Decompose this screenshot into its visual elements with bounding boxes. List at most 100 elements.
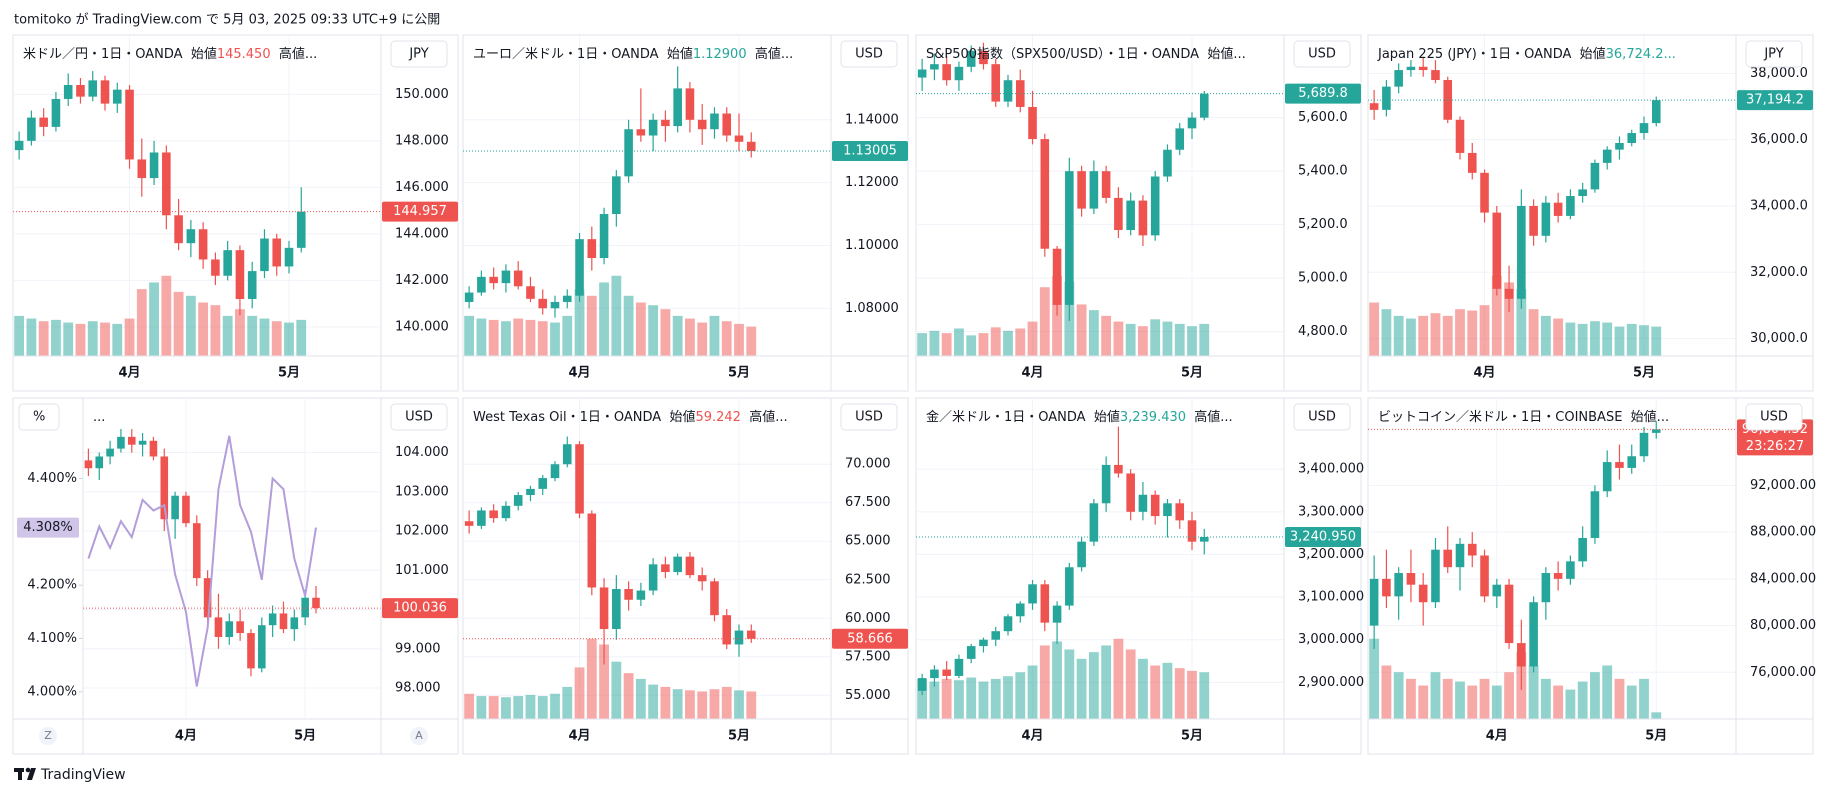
candle-body	[1627, 133, 1637, 143]
candle-body	[1126, 200, 1135, 231]
volume-bar	[296, 319, 307, 356]
volume-bar	[1504, 282, 1514, 356]
candle-body	[162, 152, 171, 216]
y-tick-label: 5,200.0	[1298, 217, 1348, 232]
y-tick-label: 4,800.0	[1298, 324, 1348, 339]
volume-bar	[1101, 645, 1112, 719]
candle-body	[1187, 117, 1197, 129]
candle-body	[149, 440, 158, 457]
chart-title: ユーロ／米ドル・1日・OANDA 始値1.12900 高値...	[473, 46, 793, 62]
y-tick-label: 55.000	[845, 688, 891, 703]
volume-bar	[954, 680, 964, 719]
candle-body	[930, 64, 939, 70]
candle-body	[1406, 573, 1416, 585]
x-tick-label: 4月	[1022, 729, 1044, 744]
volume-bar	[721, 686, 732, 719]
candle-body	[1077, 541, 1086, 568]
volume-bar	[1540, 315, 1551, 356]
candle-body	[223, 250, 232, 276]
volume-bar	[550, 322, 560, 356]
x-tick-label: 5月	[728, 729, 750, 744]
candle-body	[1590, 162, 1600, 190]
volume-bar	[1064, 649, 1075, 719]
candle-body	[648, 119, 658, 136]
y2-tick-label: 4.000%	[27, 684, 77, 699]
candle-body	[917, 69, 927, 78]
candle-body	[1615, 142, 1624, 150]
scale-button[interactable]	[39, 727, 57, 745]
candle-body	[127, 436, 136, 445]
volume-bar	[966, 677, 977, 719]
volume-bar	[941, 333, 952, 356]
volume-bar	[660, 686, 671, 719]
candle-body	[1126, 473, 1135, 512]
volume-bar	[161, 275, 172, 356]
line-last-label: 4.308%	[23, 520, 73, 535]
currency: JPY	[1763, 47, 1783, 62]
y-tick-label: 150.000	[395, 87, 449, 102]
candle-body	[258, 625, 266, 669]
candle-body	[624, 129, 633, 177]
candle-body	[1394, 70, 1403, 87]
candle-body	[182, 495, 190, 524]
unit-box	[18, 403, 60, 431]
scale-button[interactable]	[410, 727, 428, 745]
open-value: 3,239.430	[1120, 410, 1186, 425]
volume-bar	[100, 322, 110, 356]
currency: JPY	[408, 47, 428, 62]
candle-body	[1089, 171, 1099, 209]
y-tick-label: 3,200.000	[1298, 547, 1364, 562]
open-value: 59.242	[695, 410, 741, 425]
volume-bar	[222, 315, 233, 356]
candle-body	[979, 639, 988, 647]
tv-logo	[14, 767, 36, 780]
candle-body	[954, 66, 964, 81]
last-price-label: 1.13005	[843, 144, 897, 159]
chart-title: ビットコイン／米ドル・1日・COINBASE 始値...	[1378, 409, 1669, 425]
volume-bar	[1076, 658, 1087, 719]
last-price-box	[1285, 526, 1361, 547]
volume-bar	[1027, 665, 1038, 719]
candle-body	[710, 113, 719, 130]
volume-bar	[1418, 315, 1429, 356]
y-tick-label: 1.08000	[845, 301, 899, 316]
title-text: S&P500指数（SPX500/USD）・1日・OANDA 始値...	[926, 46, 1246, 62]
candle-body	[279, 613, 288, 630]
volume-bar	[1113, 638, 1124, 719]
chart-panel: 4,800.0 5,000.0 5,200.0 5,400.0 5,600.0 4月 5月 5…	[915, 34, 1362, 392]
volume-bar	[1088, 310, 1099, 356]
candle-body	[526, 286, 535, 299]
candle-body	[51, 98, 61, 127]
volume-bar	[1614, 326, 1625, 356]
candle-body	[203, 578, 212, 618]
volume-bar	[1442, 678, 1453, 719]
y-tick-label: 34,000.0	[1750, 198, 1808, 213]
volume-bar	[1199, 672, 1210, 719]
plot	[1369, 421, 1662, 719]
candle-body	[501, 270, 511, 284]
volume-bar	[599, 644, 609, 719]
volume-bar	[1113, 321, 1124, 356]
candle-body	[673, 88, 682, 127]
x-tick-label: 4月	[175, 729, 197, 744]
candle-body	[1199, 93, 1209, 118]
candle-body	[1627, 456, 1637, 468]
y-tick-label: 2,900.000	[1298, 675, 1364, 690]
candle-body	[214, 617, 223, 637]
candle-body	[284, 247, 294, 267]
volume-bar	[1479, 678, 1490, 719]
volume-bar	[1039, 287, 1050, 356]
candle-body	[272, 238, 282, 267]
candle-body	[1187, 520, 1197, 542]
candle-body	[1651, 100, 1661, 124]
candle-body	[1040, 584, 1050, 623]
plot	[1369, 56, 1662, 356]
x-tick-label: 5月	[1633, 366, 1655, 381]
volume-bar	[611, 275, 622, 356]
volume-bar	[1393, 315, 1404, 356]
candle-body	[1639, 432, 1649, 457]
open-value: 36,724.2...	[1606, 47, 1676, 62]
candle-body	[100, 80, 110, 104]
volume-bar	[476, 696, 487, 719]
